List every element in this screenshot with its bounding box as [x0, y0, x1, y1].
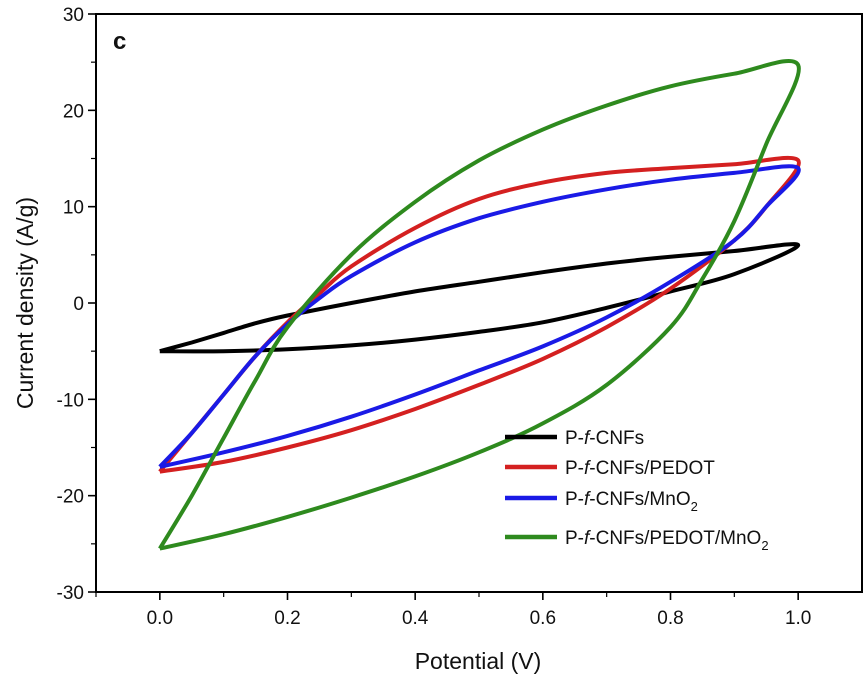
panel-label: c — [113, 28, 126, 55]
x-tick-label: 0.0 — [147, 608, 173, 629]
y-tick-label: 10 — [63, 198, 84, 219]
y-tick-label: 0 — [73, 294, 84, 315]
x-tick-label: 0.6 — [530, 608, 556, 629]
x-tick-label: 0.4 — [402, 608, 429, 629]
x-axis-title: Potential (V) — [415, 648, 542, 674]
y-tick-label: -10 — [57, 390, 84, 411]
legend: P-f-CNFs P-f-CNFs/PEDOT P-f-CNFs/MnO2 P-f-C… — [505, 428, 769, 553]
y-tick-label: 20 — [63, 101, 84, 122]
series-line-1 — [159, 242, 801, 354]
series-line-3 — [158, 164, 801, 469]
series-line-2 — [158, 155, 801, 474]
y-tick-label: 30 — [63, 5, 84, 26]
y-tick-label: -30 — [57, 583, 84, 604]
plot-frame — [95, 13, 863, 593]
series-line-4 — [158, 59, 801, 551]
legend-label-4: P-f-CNFs/PEDOT/MnO2 — [565, 528, 769, 553]
y-tick-label: -20 — [57, 487, 84, 508]
y-axis-title: Current density (A/g) — [12, 197, 38, 409]
legend-label-3: P-f-CNFs/MnO2 — [565, 489, 698, 514]
x-tick-label: 0.2 — [274, 608, 300, 629]
x-tick-label: 1.0 — [785, 608, 811, 629]
legend-label-2: P-f-CNFs/PEDOT — [565, 458, 715, 479]
legend-label-1: P-f-CNFs — [565, 428, 644, 449]
x-tick-label: 0.8 — [657, 608, 683, 629]
